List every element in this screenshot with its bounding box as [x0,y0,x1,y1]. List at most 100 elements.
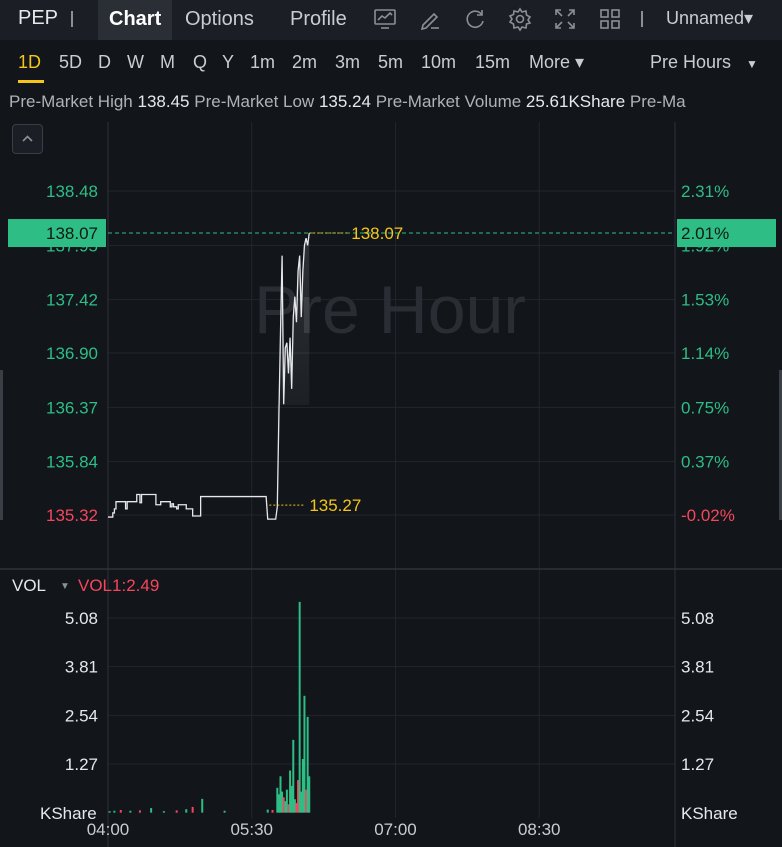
high-marker-label: 138.07 [351,224,403,243]
volume-bar [276,787,279,813]
draw-tool-icon[interactable] [417,6,443,32]
time-tick-label: 04:00 [87,820,130,839]
price-tick-label: 136.90 [46,344,98,363]
volume-bar [119,809,122,813]
volume-bar [129,810,132,813]
percent-tick-label: 1.53% [681,291,729,310]
percent-tick-label: 2.31% [681,182,729,201]
percent-tick-label: -0.02% [681,506,735,525]
interval-5d[interactable]: 5D [59,52,83,72]
volume-tick-label: 1.27 [681,755,714,774]
volume-bar [308,776,311,813]
volume-bar [150,808,153,813]
interval-15m[interactable]: 15m [475,52,511,72]
volume-bar [303,695,306,813]
volume-bars [108,601,311,813]
percent-tick-label: 1.14% [681,344,729,363]
interval-1d[interactable]: 1D [18,52,42,72]
chart-grid [107,122,675,818]
volume-bar [201,798,204,813]
interval-y[interactable]: Y [222,52,235,72]
volume-bar [293,799,296,813]
price-tick-label: 136.37 [46,398,98,417]
fullscreen-icon[interactable] [552,6,578,32]
time-tick-label: 08:30 [518,820,561,839]
interval-1m[interactable]: 1m [250,52,276,72]
session-select[interactable]: Pre Hours ▼ [650,52,758,73]
volume-bar [175,810,178,813]
interval-2m[interactable]: 2m [292,52,318,72]
interval-w[interactable]: W [127,52,144,72]
current-price-tag-right: 2.01% [677,219,776,248]
interval-3m[interactable]: 3m [335,52,361,72]
volume-label[interactable]: VOL [12,576,46,595]
volume-unit-right: KShare [681,804,738,823]
volume-bar [185,809,188,813]
settings-gear-icon[interactable] [507,6,533,32]
price-line [108,232,310,520]
symbol-label[interactable]: PEP [18,7,59,29]
volume-tick-label: 5.08 [681,609,714,628]
volume-tick-label: 2.54 [681,706,714,725]
volume-tick-label: 5.08 [65,609,98,628]
volume-bar [271,809,274,813]
low-marker-label: 135.27 [309,496,361,515]
chart-type-icon[interactable] [372,6,398,32]
interval-m[interactable]: M [160,52,175,72]
volume-bar [223,810,226,813]
volume-axis: 5.08 5.08 3.81 3.81 2.54 2.54 1.27 1.27 [65,609,714,774]
right-scroll-handle[interactable] [779,370,782,520]
price-tick-label: 137.42 [46,291,98,310]
interval-d[interactable]: D [98,52,111,72]
premarket-low-value: 135.24 [318,92,371,111]
top-toolbar: PEP Chart Options Profile Unnamed▾ [0,0,782,40]
collapse-button[interactable] [12,124,43,154]
chevron-up-icon [22,135,33,142]
volume-bar [297,780,300,813]
layout-name-dropdown[interactable]: Unnamed▾ [666,8,754,28]
refresh-icon[interactable] [462,6,488,32]
volume-tick-label: 3.81 [65,658,98,677]
layout-grid-icon[interactable] [597,6,623,32]
price-chart[interactable]: Pre Hour 138.48137.95137.42136.90136.371… [0,122,782,847]
volume-bar [287,804,290,813]
current-pct-text: 2.01% [681,224,729,243]
premarket-volume-label: Pre-Market Volume [375,92,522,111]
chevron-down-icon[interactable]: ▼ [60,581,70,592]
tab-chart[interactable]: Chart [98,0,173,40]
volume-tick-label: 3.81 [681,658,714,677]
price-tick-label: 138.48 [46,182,98,201]
percent-tick-label: 0.37% [681,453,729,472]
interval-5m[interactable]: 5m [378,52,404,72]
volume-bar [298,601,301,813]
volume-bar [281,791,284,813]
chevron-down-icon: ▼ [746,57,758,71]
price-tick-label: 135.84 [46,453,98,472]
volume-bar [113,810,116,813]
interval-more-dropdown[interactable]: More ▾ [529,52,585,72]
premarket-high-value: 138.45 [137,92,190,111]
volume-bar [138,810,141,813]
volume-bar [108,811,111,813]
volume-bar [292,739,295,813]
volume-unit-left: KShare [40,804,97,823]
tab-profile[interactable]: Profile [290,8,347,30]
volume-indicator-value: VOL1:2.49 [78,576,159,595]
premarket-volume-value: 25.61KShare [525,92,626,111]
price-area-fill [277,233,310,507]
volume-bar [289,770,292,813]
time-tick-label: 07:00 [374,820,417,839]
time-tick-label: 05:30 [230,820,273,839]
premarket-high-label: Pre-Market High [9,92,133,111]
tab-options[interactable]: Options [185,8,254,30]
premarket-stats: Pre-Market High 138.45 Pre-Market Low 13… [9,92,782,112]
percent-tick-label: 0.75% [681,398,729,417]
time-axis: 04:00 05:30 07:00 08:30 [87,820,561,839]
volume-bar [277,794,280,813]
interval-bar: 1D 5D D W M Q Y 1m 2m 3m 5m 10m 15m More… [0,40,782,84]
interval-10m[interactable]: 10m [421,52,457,72]
interval-q[interactable]: Q [193,52,208,72]
session-select-label: Pre Hours [650,52,732,72]
left-scroll-handle[interactable] [0,370,3,520]
volume-bar [191,806,194,813]
